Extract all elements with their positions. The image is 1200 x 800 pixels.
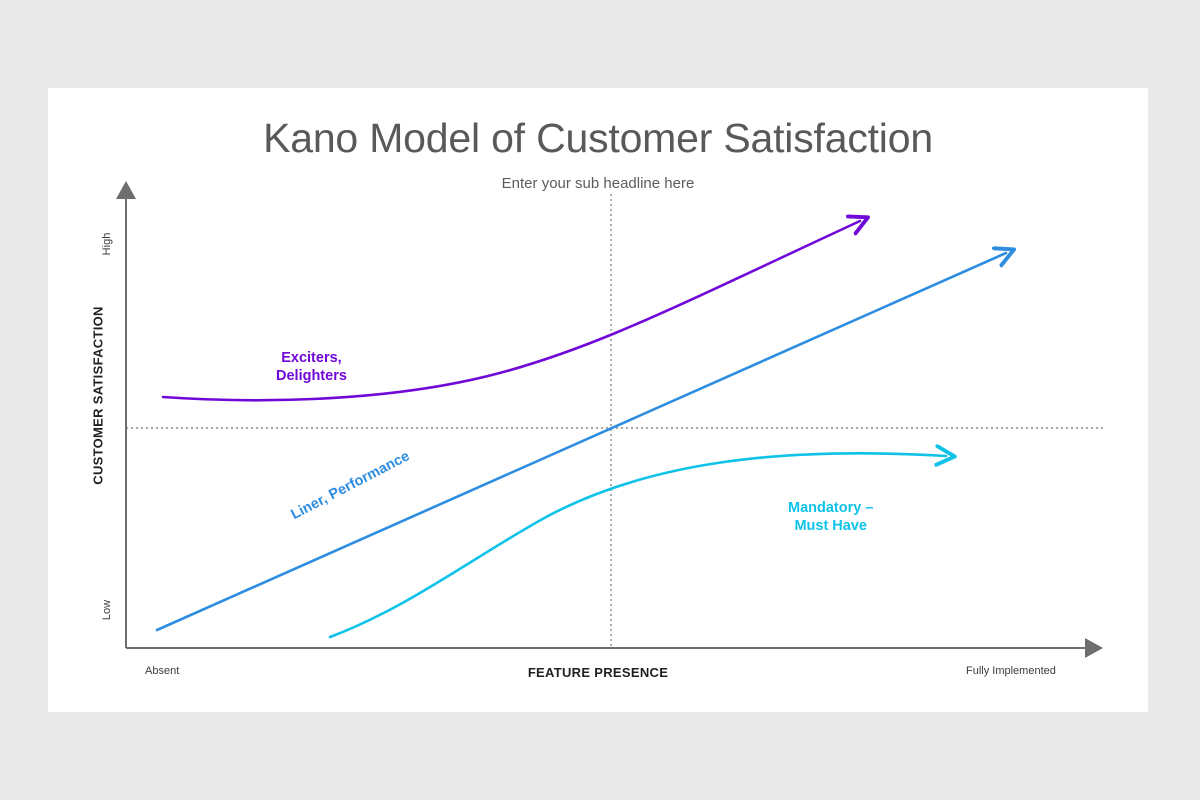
page-title: Kano Model of Customer Satisfaction: [263, 115, 933, 161]
y-axis-tick-low: Low: [101, 599, 113, 621]
exciters-label-line2: Delighters: [276, 368, 347, 385]
y-axis-title: CUSTOMER SATISFACTION: [90, 306, 106, 485]
exciters-label-line1: Exciters,: [281, 350, 342, 366]
mandatory-label-line1: Mandatory –: [788, 500, 874, 516]
exciters-curve: [161, 221, 860, 402]
page-subtitle: Enter your sub headline here: [501, 175, 695, 192]
x-axis-tick-fully-implemented: Fully Implemented: [966, 665, 1056, 677]
linear-performance-line: [155, 253, 1006, 632]
mandatory-curve-label: Mandatory – Must Have: [788, 499, 873, 535]
y-axis-tick-high: High: [101, 232, 113, 256]
exciters-curve-label: Exciters, Delighters: [276, 349, 347, 385]
x-axis-title: FEATURE PRESENCE: [527, 665, 669, 680]
mandatory-label-line2: Must Have: [794, 518, 867, 535]
slide-card: Kano Model of Customer Satisfaction Ente…: [48, 88, 1148, 712]
kano-chart-plot: [116, 181, 1106, 658]
x-axis-tick-absent: Absent: [145, 665, 180, 677]
mandatory-curve: [328, 453, 946, 639]
